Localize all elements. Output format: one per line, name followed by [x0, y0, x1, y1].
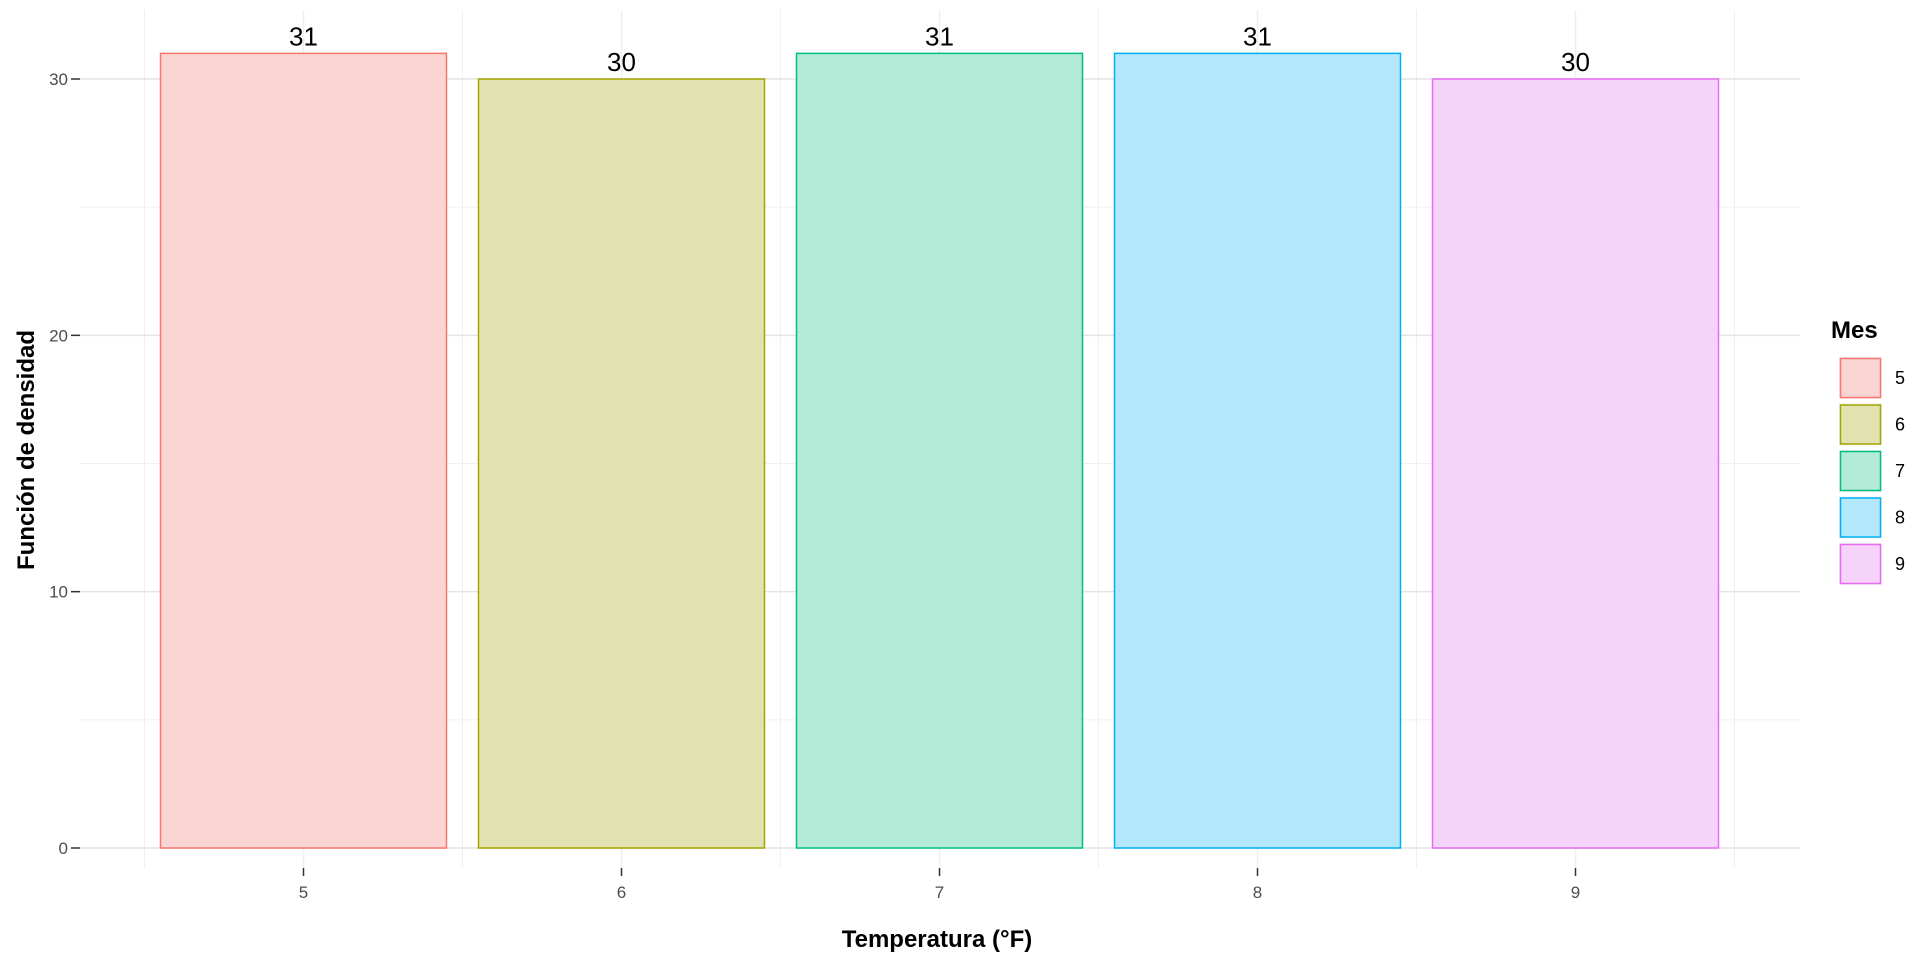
y-tick-label: 20 [49, 326, 68, 345]
legend-swatch [1839, 357, 1882, 399]
legend-label: 9 [1895, 554, 1905, 574]
data-label-7: 31 [925, 21, 954, 51]
legend-swatch [1839, 543, 1882, 585]
bar-5 [159, 52, 448, 849]
legend-title: Mes [1831, 317, 1878, 344]
legend-swatch [1839, 404, 1882, 445]
legend-item-6: 6 [1839, 403, 1905, 446]
data-label-6: 30 [607, 47, 636, 77]
legend-item-7: 7 [1839, 450, 1905, 492]
legend-swatch [1839, 450, 1882, 492]
data-labels: 31 30 31 31 30 [289, 21, 1590, 77]
bar-6 [477, 78, 766, 849]
data-label-8: 31 [1243, 21, 1272, 51]
axis-ticks: 0 10 20 30 5 6 7 8 9 [49, 70, 1580, 902]
legend-swatch [1839, 497, 1882, 538]
bar-9 [1431, 78, 1720, 849]
x-tick-label: 9 [1571, 883, 1580, 902]
x-tick-label: 8 [1253, 883, 1262, 902]
data-label-5: 31 [289, 21, 318, 51]
legend-label: 7 [1895, 461, 1905, 481]
legend: Mes 5 6 7 8 9 [1831, 317, 1905, 585]
x-axis-title: Temperatura (°F) [842, 926, 1033, 953]
data-label-9: 30 [1561, 47, 1590, 77]
y-tick-label: 30 [49, 70, 68, 89]
y-tick-label: 0 [59, 839, 68, 858]
legend-label: 8 [1895, 508, 1905, 528]
bars [159, 52, 1720, 849]
legend-item-9: 9 [1839, 543, 1905, 585]
bar-8 [1113, 52, 1402, 849]
legend-label: 6 [1895, 415, 1905, 435]
legend-label: 5 [1895, 368, 1905, 388]
y-tick-label: 10 [49, 583, 68, 602]
legend-items: 5 6 7 8 9 [1839, 357, 1905, 585]
x-tick-label: 7 [935, 883, 944, 902]
bar-7 [795, 52, 1084, 849]
y-axis-title: Función de densidad [13, 330, 40, 570]
legend-item-8: 8 [1839, 496, 1905, 539]
x-tick-label: 6 [617, 883, 626, 902]
x-tick-label: 5 [299, 883, 308, 902]
legend-item-5: 5 [1839, 357, 1905, 399]
